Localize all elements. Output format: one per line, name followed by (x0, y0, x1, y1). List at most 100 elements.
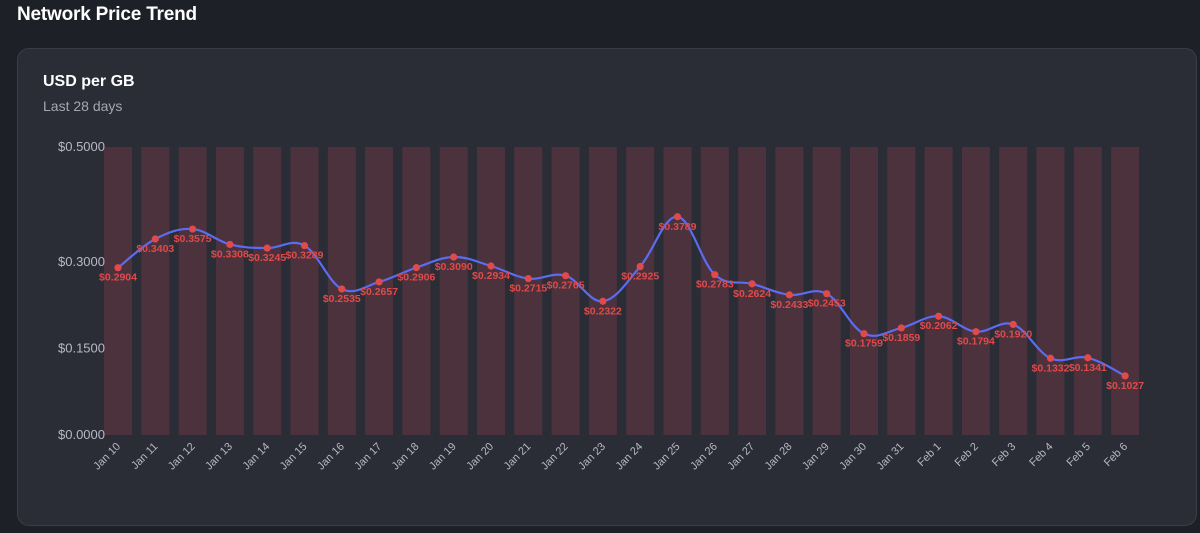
data-label: $0.2783 (696, 279, 734, 291)
x-tick-label: Jan 12 (166, 441, 198, 473)
background-bar (775, 147, 804, 435)
data-label: $0.2062 (920, 320, 958, 332)
x-tick-label: Jan 26 (688, 441, 720, 473)
data-label: $0.1794 (957, 336, 995, 348)
price-trend-chart: $0.0000 $0.1500 $0.3000 $0.5000 Jan 10 Jan 11… (58, 139, 1144, 473)
background-bar (178, 147, 207, 435)
y-tick-label: $0.5000 (58, 139, 105, 154)
x-tick-label: Jan 10 (91, 441, 123, 473)
data-label: $0.3789 (659, 221, 697, 233)
data-label: $0.2535 (323, 293, 361, 305)
background-bar (253, 147, 282, 435)
background-bar (588, 147, 617, 435)
data-point[interactable] (711, 271, 719, 279)
data-label: $0.3245 (248, 252, 286, 264)
background-bar (924, 147, 953, 435)
background-bar (1111, 147, 1140, 435)
data-point[interactable] (897, 324, 905, 332)
x-tick-label: Jan 24 (613, 441, 645, 473)
data-point[interactable] (1121, 372, 1129, 380)
data-label: $0.2624 (733, 288, 771, 300)
background-bar (961, 147, 990, 435)
background-bar (514, 147, 543, 435)
x-tick-label: Jan 28 (763, 441, 795, 473)
data-point[interactable] (673, 213, 682, 221)
background-bar (551, 147, 580, 435)
data-point[interactable] (1009, 320, 1017, 329)
background-bar (738, 147, 767, 435)
data-point[interactable] (1084, 354, 1092, 362)
data-point[interactable] (487, 262, 495, 270)
data-label: $0.2906 (397, 272, 435, 284)
data-label: $0.3090 (435, 261, 473, 273)
data-point[interactable] (972, 328, 980, 336)
x-tick-label: Feb 6 (1102, 441, 1130, 469)
data-point[interactable] (524, 275, 532, 283)
x-tick-label: Jan 20 (464, 441, 496, 473)
data-label: $0.2433 (770, 299, 808, 311)
data-point[interactable] (785, 291, 794, 299)
background-bar (1036, 147, 1065, 435)
y-tick-label: $0.1500 (58, 341, 105, 356)
data-point[interactable] (748, 280, 756, 288)
x-tick-label: Jan 11 (129, 441, 160, 472)
data-label: $0.1027 (1106, 380, 1144, 392)
chart-title: USD per GB (43, 73, 135, 90)
data-label: $0.1859 (882, 332, 920, 344)
background-bar (104, 147, 132, 435)
x-tick-label: Jan 31 (875, 441, 907, 473)
background-bar (887, 147, 916, 435)
data-label: $0.3289 (286, 250, 324, 262)
background-bar (290, 147, 319, 435)
background-bar (850, 147, 878, 435)
x-tick-label: Feb 5 (1065, 441, 1093, 469)
x-tick-label: Feb 4 (1027, 441, 1055, 469)
data-label: $0.2453 (808, 298, 846, 310)
data-point[interactable] (860, 330, 868, 338)
data-point[interactable] (823, 290, 831, 298)
data-point[interactable] (300, 241, 309, 250)
x-tick-label: Feb 1 (915, 441, 943, 469)
data-label: $0.2925 (621, 271, 659, 283)
data-point[interactable] (599, 297, 607, 305)
data-point[interactable] (263, 244, 271, 252)
x-tick-label: Jan 16 (315, 441, 347, 473)
page-title: Network Price Trend (17, 4, 197, 25)
chart-subtitle: Last 28 days (43, 98, 123, 114)
data-label: $0.2657 (360, 286, 398, 298)
x-tick-label: Feb 3 (990, 441, 1018, 469)
x-tick-label: Jan 23 (576, 441, 608, 473)
data-point[interactable] (412, 264, 420, 272)
data-label: $0.2904 (99, 272, 137, 284)
x-tick-label: Jan 18 (390, 441, 422, 473)
x-tick-label: Feb 2 (953, 441, 981, 469)
data-point[interactable] (562, 272, 570, 280)
data-label: $0.2715 (509, 283, 547, 295)
data-point[interactable] (375, 278, 383, 286)
data-point[interactable] (636, 262, 644, 271)
x-tick-label: Jan 15 (278, 441, 310, 473)
data-label: $0.2934 (472, 270, 510, 282)
data-point[interactable] (450, 253, 458, 261)
y-tick-label: $0.3000 (58, 254, 105, 269)
data-point[interactable] (1046, 354, 1055, 362)
x-tick-label: Jan 29 (800, 441, 832, 473)
data-label: $0.1920 (994, 328, 1032, 340)
data-point[interactable] (189, 225, 197, 233)
data-label: $0.1341 (1069, 362, 1107, 374)
data-label: $0.3308 (211, 248, 249, 260)
data-point[interactable] (151, 235, 159, 243)
background-bar (626, 147, 655, 435)
background-bar (663, 147, 692, 435)
background-bar (477, 147, 505, 435)
background-bar (700, 147, 729, 435)
data-label: $0.3403 (136, 243, 174, 255)
data-point[interactable] (935, 312, 943, 320)
data-point[interactable] (114, 264, 122, 272)
background-bar (439, 147, 468, 435)
data-label: $0.1332 (1032, 362, 1070, 374)
x-tick-label: Jan 22 (539, 441, 571, 473)
chart-card: USD per GB Last 28 days $0.0000 $0.1500 $0… (17, 48, 1197, 526)
data-point[interactable] (226, 240, 234, 249)
data-point[interactable] (338, 285, 346, 293)
